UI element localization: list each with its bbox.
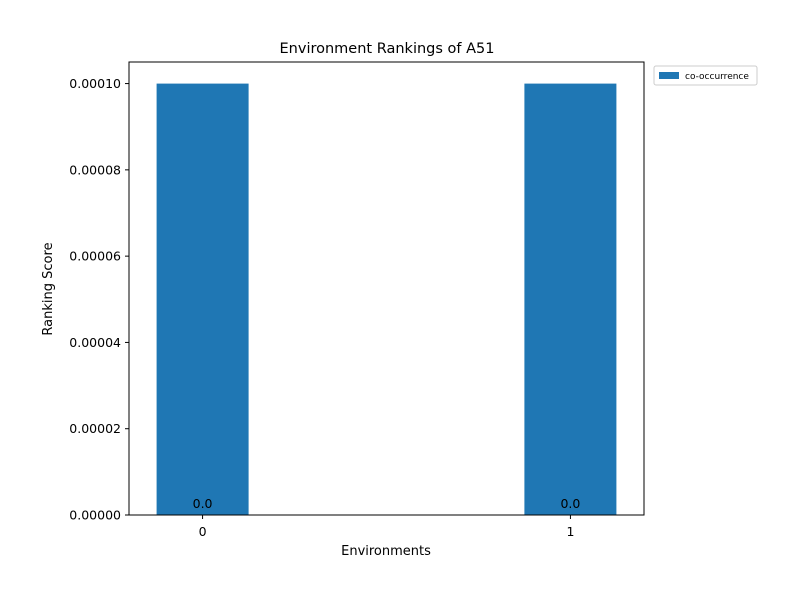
x-axis-label: Environments — [341, 544, 431, 559]
legend-frame — [653, 65, 758, 86]
plot-frame — [128, 61, 645, 516]
y-tick-label: 0.00006 — [69, 249, 121, 264]
legend: co-occurrence — [653, 65, 758, 86]
bar-value-label: 0.0 — [193, 496, 213, 511]
y-tick-label: 0.00002 — [69, 421, 121, 436]
x-tick-label: 0 — [199, 524, 207, 539]
y-tick-label: 0.00000 — [69, 508, 121, 523]
y-tick-label: 0.00004 — [69, 335, 121, 350]
plot-area: 0 1 0.00000 0.00002 0.00004 0.00006 0.00008 0.0… — [69, 61, 645, 539]
bar-value-label: 0.0 — [560, 496, 580, 511]
y-tick-label: 0.00008 — [69, 162, 121, 177]
legend-swatch-co-occurrence — [659, 72, 679, 79]
bar-0 — [156, 83, 249, 515]
bar-1 — [524, 83, 617, 515]
y-axis-label: Ranking Score — [41, 242, 56, 335]
y-tick-label: 0.00010 — [69, 76, 121, 91]
legend-label-co-occurrence: co-occurrence — [685, 72, 749, 82]
chart-title: Environment Rankings of A51 — [280, 41, 495, 57]
x-tick-label: 1 — [566, 524, 574, 539]
